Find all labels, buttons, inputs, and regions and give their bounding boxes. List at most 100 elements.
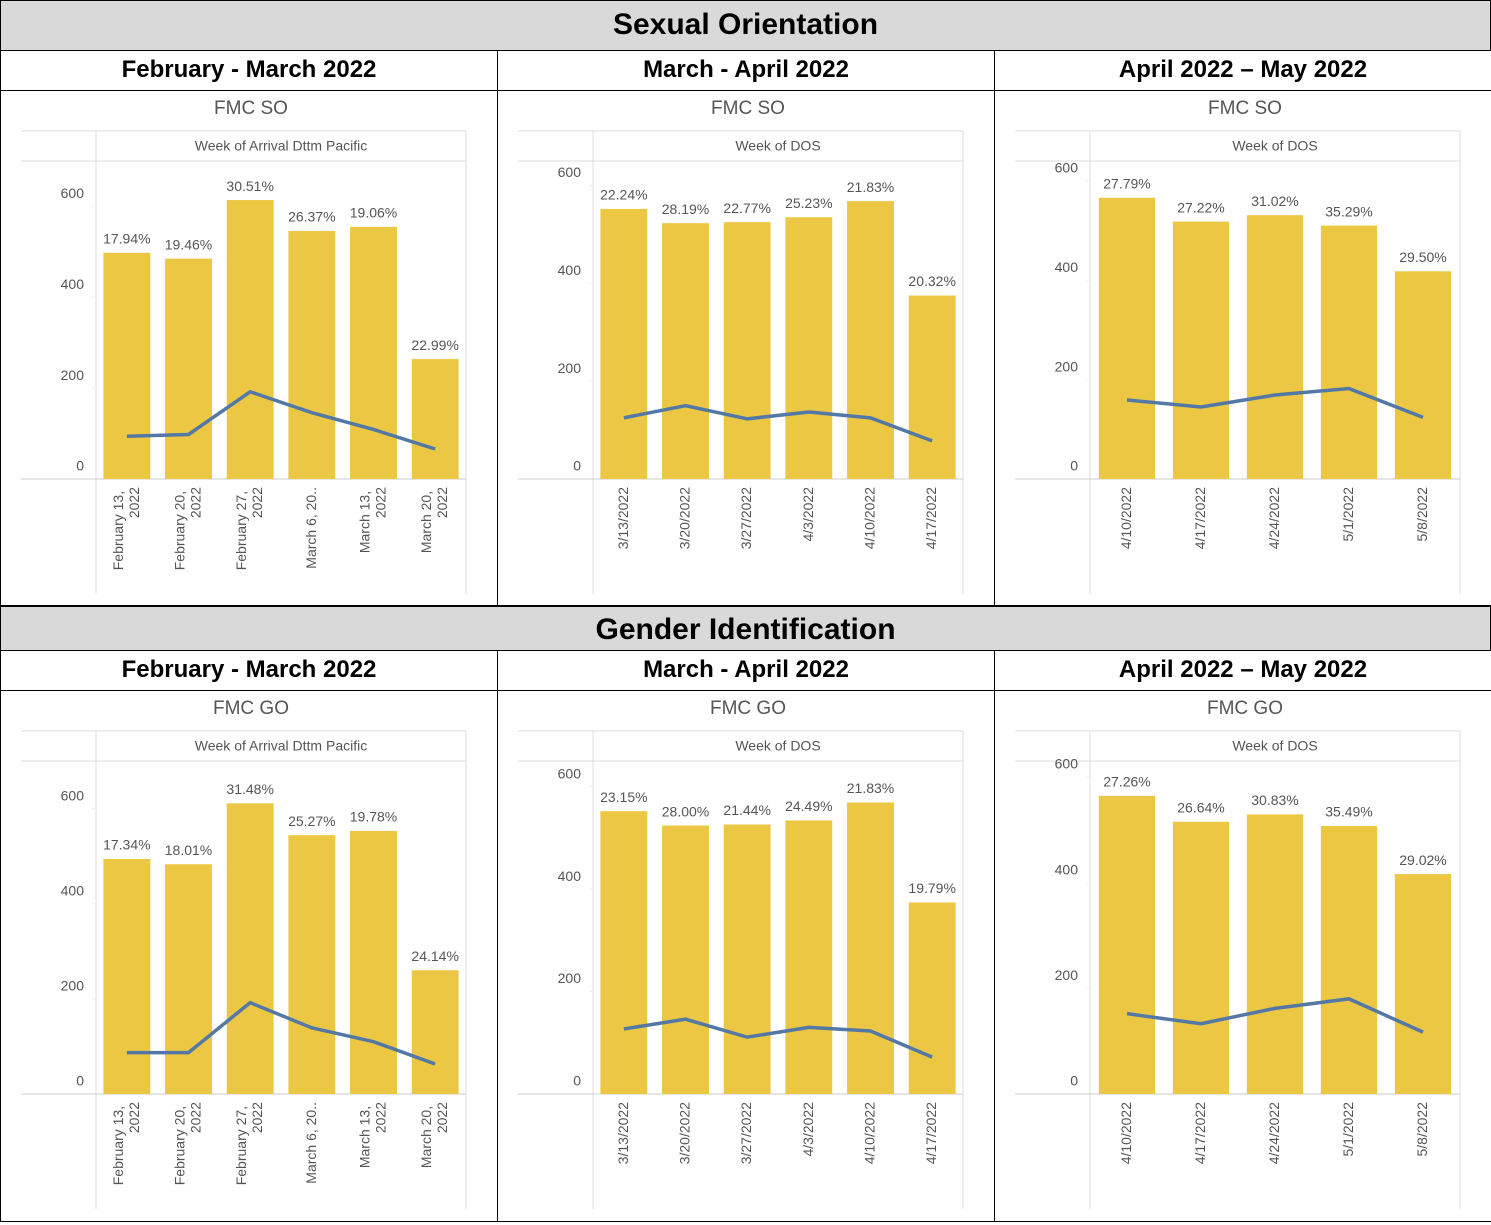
bar xyxy=(1246,215,1304,480)
data-label: 27.79% xyxy=(1103,175,1150,191)
axis-label: Week of Arrival Dttm Pacific xyxy=(195,138,367,154)
x-tick-label: March 20, 2022 xyxy=(418,1102,450,1168)
data-label: 31.48% xyxy=(226,781,273,797)
data-label: 35.29% xyxy=(1325,203,1372,219)
data-label: 30.83% xyxy=(1251,792,1298,808)
chart-title: FMC GO xyxy=(1207,698,1283,719)
data-label: 21.83% xyxy=(847,780,894,796)
bar xyxy=(350,226,397,479)
x-tick-label: 4/10/2022 xyxy=(1118,487,1134,549)
bar xyxy=(785,217,833,479)
y-tick-label: 400 xyxy=(61,276,85,292)
chart: FMC SO Week of DOS 0 200 400 600 22.24% 28.19% 2… xyxy=(518,98,964,594)
data-label: 25.23% xyxy=(785,195,832,211)
bar xyxy=(350,830,397,1094)
bar xyxy=(662,223,709,479)
bar xyxy=(288,230,336,479)
bar xyxy=(1246,814,1304,1094)
axis-label: Week of DOS xyxy=(1232,138,1317,154)
data-label: 19.79% xyxy=(908,880,955,896)
bar xyxy=(723,222,771,479)
axis-label: Week of Arrival Dttm Pacific xyxy=(195,738,367,754)
bar xyxy=(1172,221,1230,479)
period-header: April 2022 – May 2022 xyxy=(994,650,1491,691)
bar xyxy=(103,858,151,1094)
y-tick-label: 400 xyxy=(558,868,582,884)
line xyxy=(623,403,933,443)
bar xyxy=(288,835,336,1094)
chart: FMC GO Week of Arrival Dttm Pacific 0 200 40… xyxy=(21,698,467,1209)
chart-cell: FMC SO Week of Arrival Dttm Pacific 0 200 40… xyxy=(0,90,498,607)
bar xyxy=(600,208,648,479)
bar xyxy=(103,252,151,479)
bar xyxy=(847,201,894,479)
period-header: February - March 2022 xyxy=(0,50,498,91)
data-label: 21.44% xyxy=(723,802,770,818)
data-label: 30.51% xyxy=(226,178,273,194)
bar xyxy=(908,295,956,479)
x-tick-label: March 20, 2022 xyxy=(418,487,450,553)
y-tick-label: 600 xyxy=(1055,756,1079,772)
chart-title: FMC SO xyxy=(214,98,288,119)
x-tick-label: 5/8/2022 xyxy=(1414,487,1430,542)
bar xyxy=(1394,874,1452,1094)
axis-label: Week of DOS xyxy=(1232,738,1317,754)
bar xyxy=(411,970,459,1094)
data-label: 26.64% xyxy=(1177,799,1224,815)
line xyxy=(1126,997,1424,1034)
data-label: 27.26% xyxy=(1103,774,1150,790)
bar xyxy=(165,864,212,1094)
chart-cell: FMC GO Week of DOS 0 200 400 600 23.15% 28.00% 2… xyxy=(497,690,995,1222)
x-tick-label: 4/17/2022 xyxy=(923,1102,939,1164)
period-header: February - March 2022 xyxy=(0,650,498,691)
y-tick-label: 0 xyxy=(573,458,581,474)
chart-cell: FMC GO Week of DOS 0 200 400 600 27.26% 26.64% 3… xyxy=(994,690,1491,1222)
x-tick-label: 5/1/2022 xyxy=(1340,1102,1356,1157)
y-tick-label: 600 xyxy=(61,787,85,803)
bar xyxy=(1320,826,1378,1094)
y-tick-label: 0 xyxy=(1070,1073,1078,1089)
chart-cell: FMC SO Week of DOS 0 200 400 600 22.24% 28.19% 2… xyxy=(497,90,995,607)
x-tick-label: February 27, 2022 xyxy=(233,1102,265,1185)
data-label: 20.32% xyxy=(908,273,955,289)
data-label: 17.34% xyxy=(103,837,150,853)
chart-title: FMC SO xyxy=(1208,98,1282,119)
x-tick-label: 4/17/2022 xyxy=(1192,487,1208,549)
chart-title: FMC GO xyxy=(213,698,289,719)
data-label: 23.15% xyxy=(600,789,647,805)
line xyxy=(1126,386,1424,420)
y-tick-label: 600 xyxy=(1055,160,1079,176)
data-label: 24.14% xyxy=(411,948,458,964)
bar xyxy=(723,824,771,1094)
x-tick-label: 4/10/2022 xyxy=(861,487,877,549)
x-tick-label: 4/17/2022 xyxy=(923,487,939,549)
chart-title: FMC SO xyxy=(711,98,785,119)
x-tick-label: February 20, 2022 xyxy=(171,1102,203,1185)
data-label: 31.02% xyxy=(1251,193,1298,209)
chart-cell: FMC SO Week of DOS 0 200 400 600 27.79% 27.22% 3… xyxy=(994,90,1491,607)
bar xyxy=(226,803,274,1094)
x-tick-label: February 13, 2022 xyxy=(110,1102,142,1185)
data-label: 17.94% xyxy=(103,230,150,246)
x-tick-label: February 20, 2022 xyxy=(171,487,203,570)
data-label: 25.27% xyxy=(288,813,335,829)
x-tick-label: March 13, 2022 xyxy=(356,1102,388,1168)
bar xyxy=(411,359,459,479)
y-tick-label: 200 xyxy=(61,367,85,383)
y-tick-label: 400 xyxy=(558,262,582,278)
data-label: 26.37% xyxy=(288,209,335,225)
y-tick-label: 600 xyxy=(61,185,85,201)
chart-title: FMC GO xyxy=(710,698,786,719)
axis-label: Week of DOS xyxy=(735,738,820,754)
data-label: 19.46% xyxy=(165,236,212,252)
x-tick-label: 4/17/2022 xyxy=(1192,1102,1208,1164)
y-tick-label: 400 xyxy=(1055,861,1079,877)
data-label: 19.78% xyxy=(350,809,397,825)
chart: FMC GO Week of DOS 0 200 400 600 27.26% 26.64% 3… xyxy=(1015,698,1461,1209)
period-header: April 2022 – May 2022 xyxy=(994,50,1491,91)
x-tick-label: 4/10/2022 xyxy=(1118,1102,1134,1164)
chart: FMC SO Week of Arrival Dttm Pacific 0 200 40… xyxy=(21,98,467,594)
y-tick-label: 200 xyxy=(61,978,85,994)
y-tick-label: 200 xyxy=(1055,358,1079,374)
x-tick-label: March 6, 20.. xyxy=(303,1102,319,1184)
